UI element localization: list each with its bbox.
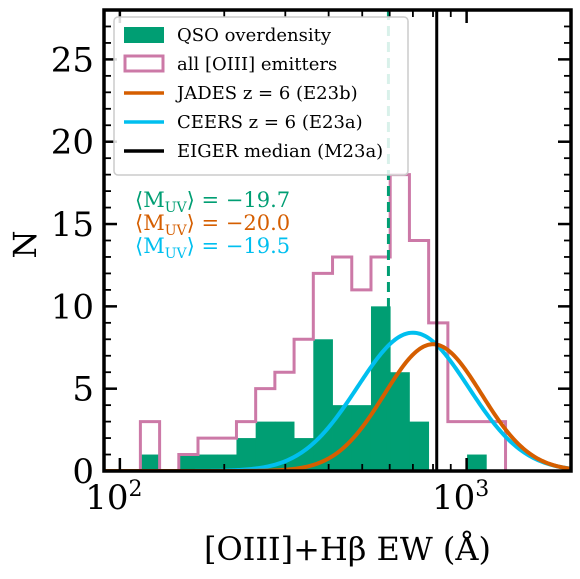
annotation-subscript: UV — [165, 200, 188, 216]
qso-bar — [140, 454, 161, 471]
x-tick-exponent: 2 — [128, 477, 142, 502]
qso-bar — [178, 454, 199, 471]
plot-area — [104, 10, 571, 471]
qso-bar — [332, 405, 353, 471]
legend-swatch-all — [123, 54, 165, 73]
jades-curve — [104, 342, 571, 471]
qso-bar — [197, 454, 218, 471]
all-emitters-step — [138, 173, 525, 471]
x-tick-label: 103 — [432, 477, 489, 518]
legend-swatch-qso — [124, 27, 164, 43]
y-tick-label: 15 — [51, 205, 94, 245]
qso-bar — [409, 421, 430, 471]
y-tick-label: 10 — [51, 287, 94, 327]
annotation-value: ⟩ = −19.5 — [187, 234, 291, 258]
annotation-value: ⟩ = −20.0 — [187, 211, 291, 235]
y-tick-label: 0 — [72, 452, 94, 492]
y-tick-label: 5 — [72, 370, 94, 410]
legend-label: EIGER median (M23a) — [177, 141, 383, 162]
annotations: ⟨MUV⟩ = −19.7⟨MUV⟩ = −20.0⟨MUV⟩ = −19.5 — [135, 188, 290, 262]
annotation-subscript: UV — [165, 246, 188, 262]
annotation-subscript: UV — [165, 223, 188, 239]
qso-bar — [217, 454, 237, 471]
plot-content — [104, 10, 571, 471]
annotation-prefix: ⟨M — [135, 188, 165, 212]
muv-annotation: ⟨MUV⟩ = −20.0 — [135, 211, 290, 239]
x-axis-label: [OIII]+Hβ EW (Å) — [204, 530, 491, 568]
x-tick-exponent: 3 — [475, 477, 489, 502]
legend-label: JADES z = 6 (E23b) — [175, 83, 358, 104]
qso-bar — [255, 421, 276, 471]
qso-bar — [390, 372, 410, 471]
qso-bar — [313, 339, 333, 471]
muv-annotation: ⟨MUV⟩ = −19.5 — [135, 234, 290, 262]
legend-box — [113, 16, 409, 176]
y-axis-label: N — [6, 231, 44, 259]
muv-annotation: ⟨MUV⟩ = −19.7 — [135, 188, 290, 216]
legend-label: CEERS z = 6 (E23a) — [177, 112, 363, 133]
qso-bar — [467, 454, 487, 471]
y-tick-label: 20 — [51, 123, 94, 163]
y-tick-label: 25 — [51, 40, 94, 80]
legend: QSO overdensity all [OIII] emitters JADES … — [113, 16, 409, 176]
annotation-prefix: ⟨M — [135, 211, 165, 235]
axes: 0 5 10 15 20 25 102 103 — [51, 8, 573, 518]
legend-label: all [OIII] emitters — [177, 54, 337, 75]
annotation-prefix: ⟨M — [135, 234, 165, 258]
annotation-value: ⟩ = −19.7 — [187, 188, 291, 212]
x-tick-label: 102 — [85, 477, 142, 518]
qso-bar — [236, 438, 257, 471]
legend-label: QSO overdensity — [177, 25, 332, 46]
